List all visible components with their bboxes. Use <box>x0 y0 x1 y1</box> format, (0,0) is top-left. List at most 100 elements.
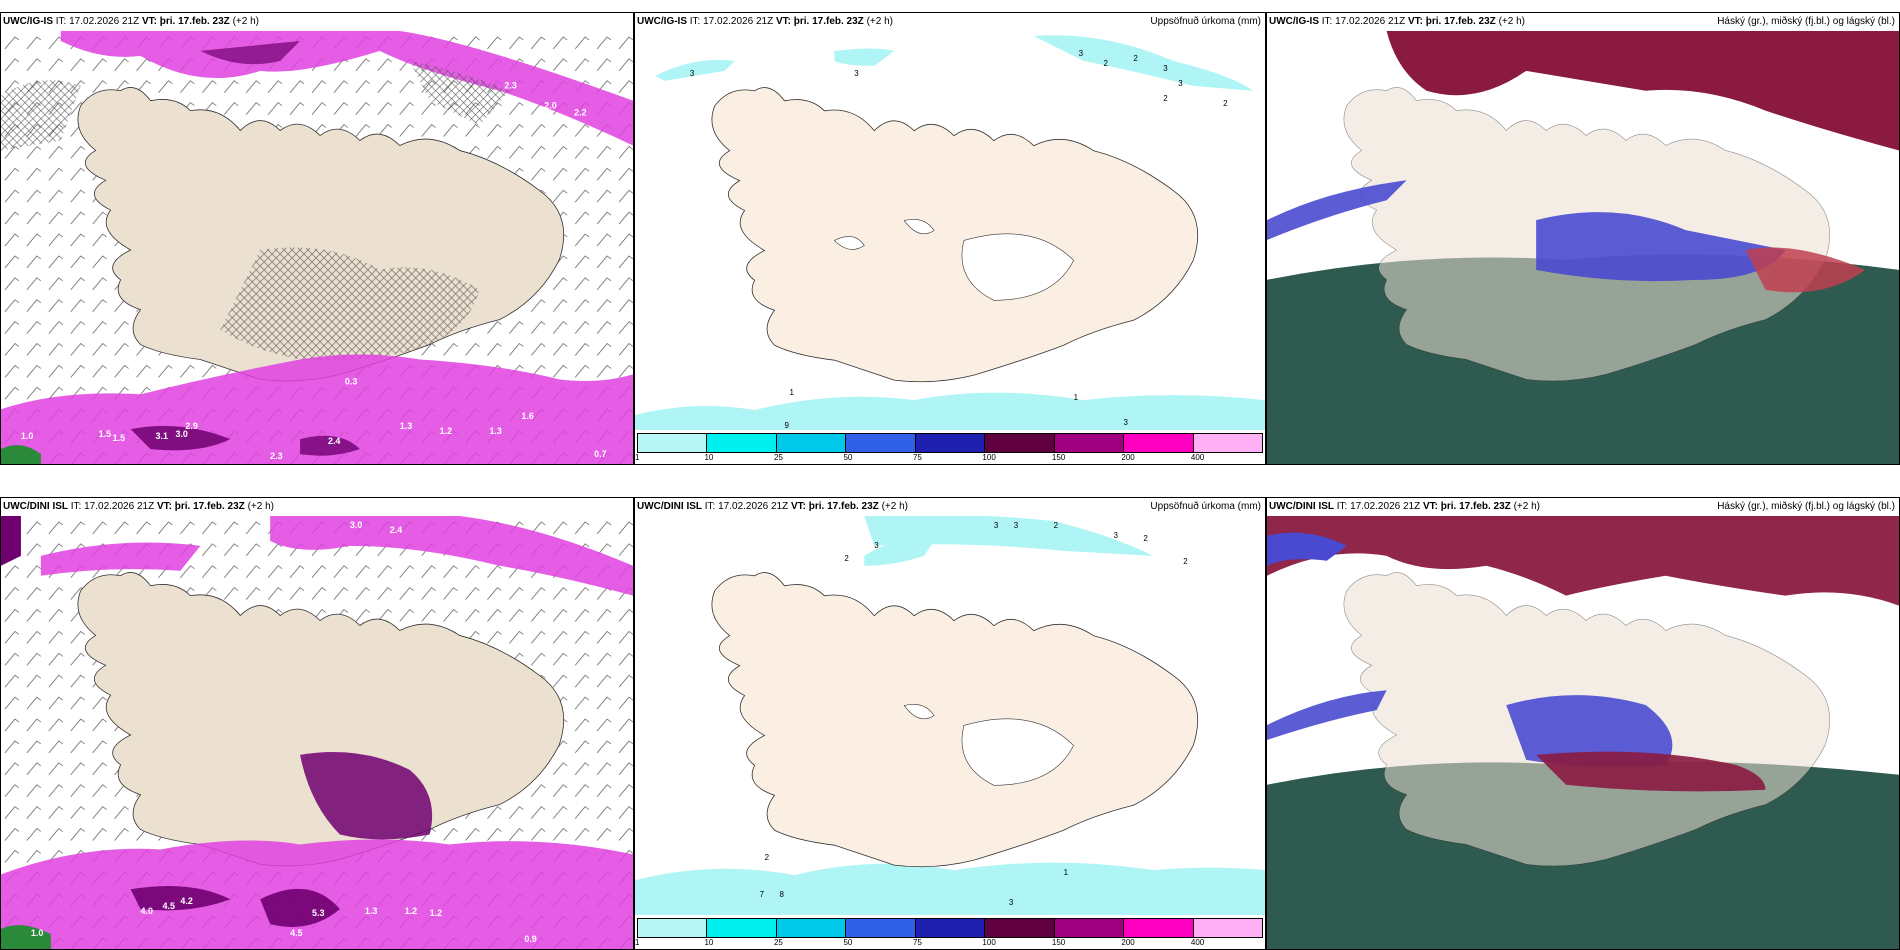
precip-area-north <box>270 516 633 596</box>
precip-value: 1.2 <box>440 426 452 436</box>
precip-value: 0.9 <box>524 934 536 944</box>
precip-map: 2.5 2.0 2.2 2.3 0.3 3.1 3.0 2.9 1.3 1.2 … <box>1 31 633 464</box>
model-name: UWC/DINI ISL <box>3 501 68 512</box>
cloud-panel-top: UWC/IG-IS IT: 17.02.2026 21Z VT: þri. 17… <box>1266 12 1900 465</box>
accum-title: Uppsöfnuð úrkoma (mm) <box>1150 16 1261 27</box>
colorbar-cell <box>776 919 847 937</box>
precip-value: 1.6 <box>521 411 533 421</box>
colorbar-label: 150 <box>1051 938 1066 947</box>
iceland-land <box>711 572 1199 868</box>
panel-header: UWC/IG-IS IT: 17.02.2026 21Z VT: þri. 17… <box>635 13 1265 31</box>
lead-time: (+2 h) <box>247 501 274 512</box>
colorbar-label: 1 <box>635 453 640 462</box>
colorbar-label: 25 <box>773 938 783 947</box>
colorbar-label: 50 <box>843 453 853 462</box>
hatched-area <box>1 80 81 151</box>
colorbar-cell <box>776 434 847 452</box>
colorbar-labels: 1 10 25 50 75 100 150 200 400 <box>635 453 1263 464</box>
accum-value: 3 <box>874 541 879 550</box>
colorbar-label: 75 <box>912 453 922 462</box>
precip-value: 1.0 <box>31 928 43 938</box>
precip-value: 5.3 <box>312 908 324 918</box>
accum-map: 3 3 3 2 3 2 2 2 2 7 8 1 3 <box>635 516 1265 915</box>
accum-value: 2 <box>1223 99 1228 108</box>
precip-value: 4.2 <box>180 896 192 906</box>
colorbar-label: 1 <box>635 938 640 947</box>
colorbar-label: 150 <box>1051 453 1066 462</box>
colorbar-cell <box>985 919 1055 937</box>
it-label: IT: <box>1321 16 1333 27</box>
mid-cloud-area <box>1536 212 1786 282</box>
cloud-title: Háský (gr.), miðský (fj.bl.) og lágský (… <box>1717 16 1895 27</box>
accum-value: 2 <box>1143 534 1148 543</box>
precip-value: 2.3 <box>270 451 282 461</box>
colorbar: 1 10 25 50 75 100 150 200 400 <box>635 918 1263 948</box>
precip-value: 1.5 <box>113 433 125 443</box>
accum-value: 3 <box>690 69 695 78</box>
accum-value: 3 <box>1079 49 1084 58</box>
map-area[interactable] <box>1267 31 1899 464</box>
accum-value: 9 <box>785 421 790 430</box>
colorbar-cell <box>1124 434 1194 452</box>
colorbar-cell <box>846 919 916 937</box>
precip-value: 3.1 <box>156 431 168 441</box>
vt-label: VT: <box>775 16 791 27</box>
it-label: IT: <box>689 16 701 27</box>
high-cloud-area <box>1267 516 1899 606</box>
map-area[interactable]: 3 3 3 2 3 2 2 2 2 7 8 1 3 <box>635 516 1265 915</box>
colorbar-swatches <box>637 433 1263 453</box>
colorbar-cell <box>638 434 708 452</box>
accum-value: 3 <box>1163 64 1168 73</box>
accum-precip-panel-bottom: UWC/DINI ISL IT: 17.02.2026 21Z VT: þri.… <box>634 497 1266 950</box>
accum-value: 3 <box>994 521 999 530</box>
model-name: UWC/IG-IS <box>1269 16 1319 27</box>
iceland-land <box>77 572 565 867</box>
cloud-title: Háský (gr.), miðský (fj.bl.) og lágský (… <box>1717 501 1895 512</box>
lead-time: (+2 h) <box>232 16 259 27</box>
lead-time: (+2 h) <box>1513 501 1540 512</box>
map-area[interactable] <box>1267 516 1899 949</box>
precip-map: 2.0 3.0 2.4 4.0 4.5 4.2 4.5 5.3 1.3 1.2 … <box>1 516 633 949</box>
colorbar-label: 50 <box>843 938 853 947</box>
vt-value: þri. 17.feb. 23Z <box>793 16 864 27</box>
precip-area-north <box>60 31 633 146</box>
precip-value: 0.3 <box>345 376 357 386</box>
accum-value: 2 <box>1183 557 1188 566</box>
precip-value: 1.3 <box>489 426 501 436</box>
precip-value: 4.5 <box>162 901 174 911</box>
precip-value: 2.0 <box>235 525 247 535</box>
precip-value: 1.5 <box>99 429 111 439</box>
it-value: 17.02.2026 21Z <box>69 16 140 27</box>
map-area[interactable]: 3 3 3 2 2 3 3 2 2 1 1 9 3 <box>635 31 1265 430</box>
cloud-map <box>1267 516 1899 949</box>
colorbar-label: 400 <box>1190 453 1205 462</box>
accum-value: 2 <box>844 554 849 563</box>
accum-map: 3 3 3 2 2 3 3 2 2 1 1 9 3 <box>635 35 1265 430</box>
accum-value: 1 <box>790 388 795 397</box>
colorbar: 1 10 25 50 75 100 150 200 400 <box>635 433 1263 464</box>
colorbar-cell <box>1054 434 1125 452</box>
colorbar-cell <box>915 434 986 452</box>
it-label: IT: <box>1336 501 1348 512</box>
vt-label: VT: <box>141 16 157 27</box>
precip-value: 3.0 <box>350 520 362 530</box>
accum-value: 2 <box>1104 59 1109 68</box>
it-value: 17.02.2026 21Z <box>718 501 789 512</box>
accum-value: 2 <box>1054 521 1059 530</box>
accum-value: 2 <box>1163 94 1168 103</box>
colorbar-label: 10 <box>704 453 714 462</box>
map-area[interactable]: 2.5 2.0 2.2 2.3 0.3 3.1 3.0 2.9 1.3 1.2 … <box>1 31 633 464</box>
colorbar-cell <box>1193 919 1262 937</box>
iceland-land <box>711 87 1199 383</box>
vt-value: þri. 17.feb. 23Z <box>808 501 879 512</box>
panel-header: UWC/DINI ISL IT: 17.02.2026 21Z VT: þri.… <box>635 498 1265 516</box>
precip-value: 1.3 <box>365 906 377 916</box>
map-area[interactable]: 2.0 3.0 2.4 4.0 4.5 4.2 4.5 5.3 1.3 1.2 … <box>1 516 633 949</box>
precip-value: 4.0 <box>141 906 153 916</box>
accum-area-north <box>1033 35 1254 91</box>
colorbar-cell <box>1054 919 1125 937</box>
high-cloud-area <box>1386 31 1899 151</box>
colorbar-label: 200 <box>1121 938 1135 947</box>
precip-value: 1.2 <box>405 906 417 916</box>
colorbar-cell <box>915 919 986 937</box>
